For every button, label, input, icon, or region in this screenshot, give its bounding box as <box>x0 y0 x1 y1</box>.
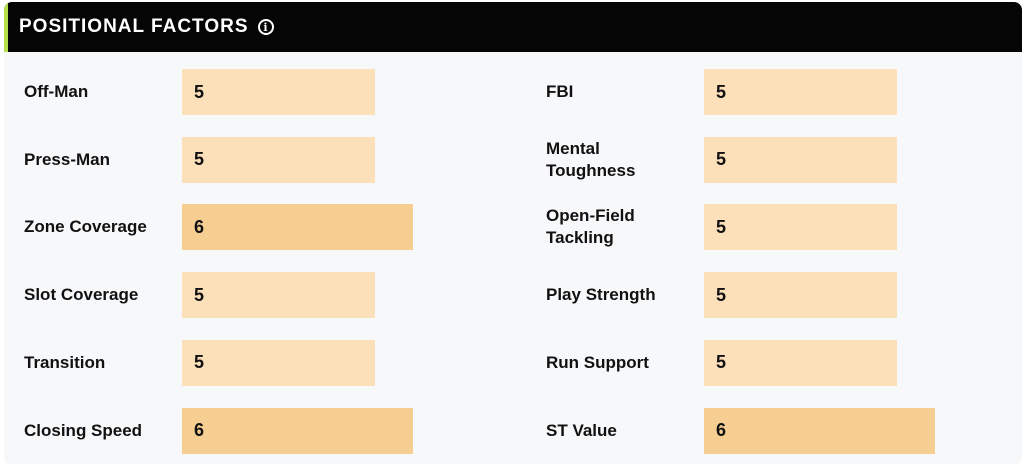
factor-label: Zone Coverage <box>24 217 147 237</box>
factor-label: Off-Man <box>24 82 89 101</box>
factors-grid: Off-Man 5 Press-Man 5 Zone Coverage 6 Slot Cov… <box>4 52 1022 462</box>
factor-score-bar: 5 <box>704 204 897 251</box>
factor-label: Open-Field Tackling <box>546 206 635 248</box>
info-icon[interactable]: i <box>257 19 274 35</box>
factor-score-bar: 5 <box>704 272 897 319</box>
factor-score-bar: 6 <box>182 204 413 251</box>
card-header: POSITIONAL FACTORS i <box>4 2 1022 52</box>
card-title: POSITIONAL FACTORS <box>19 16 249 37</box>
factor-score-bar: 5 <box>182 69 375 115</box>
factor-score-bar: 5 <box>182 339 375 386</box>
factor-score-bar: 5 <box>704 136 897 183</box>
factor-score-bar: 5 <box>704 69 897 115</box>
factor-label: Mental Toughness <box>546 138 636 180</box>
factor-score-bar: 5 <box>182 272 375 319</box>
factor-label: ST Value <box>546 420 617 440</box>
factor-label: Play Strength <box>546 285 656 305</box>
factor-score-bar: 6 <box>704 407 935 454</box>
positional-factors-card: POSITIONAL FACTORS i Off-Man 5 Press-Man 5 Z… <box>4 2 1022 464</box>
factor-score-bar: 6 <box>182 407 413 454</box>
factor-label: FBI <box>546 82 574 101</box>
factor-label: Transition <box>24 352 106 372</box>
factor-score-bar: 5 <box>182 136 375 183</box>
factor-label: Closing Speed <box>24 420 143 440</box>
factor-label: Run Support <box>546 352 649 372</box>
factor-label: Press-Man <box>24 149 110 169</box>
factor-label: Slot Coverage <box>24 285 139 305</box>
factor-score-bar: 5 <box>704 339 897 386</box>
header-accent-stripe <box>4 2 8 52</box>
